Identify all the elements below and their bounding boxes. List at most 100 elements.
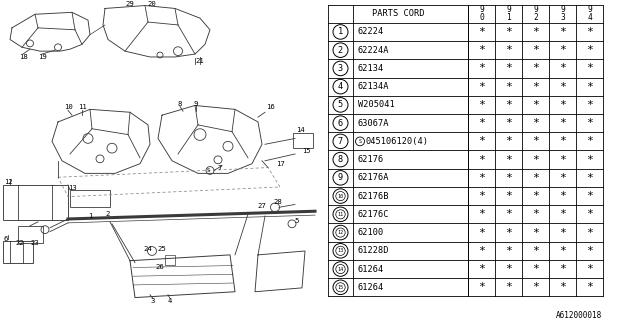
Text: *: * <box>505 282 512 292</box>
Text: 9: 9 <box>338 173 343 182</box>
Text: *: * <box>559 282 566 292</box>
Text: *: * <box>559 228 566 237</box>
Text: 14: 14 <box>296 127 305 133</box>
Text: *: * <box>478 82 485 92</box>
Text: *: * <box>559 100 566 110</box>
Text: *: * <box>532 173 539 183</box>
Text: 4: 4 <box>338 82 343 91</box>
Text: *: * <box>505 82 512 92</box>
Text: 1: 1 <box>88 213 92 219</box>
Text: *: * <box>559 191 566 201</box>
Text: *: * <box>559 136 566 146</box>
Text: S: S <box>358 139 362 144</box>
Text: *: * <box>586 136 593 146</box>
Text: *: * <box>478 191 485 201</box>
Text: *: * <box>478 27 485 37</box>
Text: 12: 12 <box>337 230 344 235</box>
Text: *: * <box>505 191 512 201</box>
Text: 62176A: 62176A <box>358 173 390 182</box>
Text: *: * <box>559 82 566 92</box>
Text: *: * <box>505 246 512 256</box>
Text: A612000018: A612000018 <box>556 311 602 320</box>
Text: 62176B: 62176B <box>358 192 390 201</box>
Bar <box>3 185 68 220</box>
Text: 63067A: 63067A <box>358 119 390 128</box>
Text: 23: 23 <box>31 240 40 246</box>
Text: *: * <box>478 118 485 128</box>
Text: *: * <box>505 63 512 73</box>
Text: 12: 12 <box>4 179 12 185</box>
Text: *: * <box>586 100 593 110</box>
Text: *: * <box>559 118 566 128</box>
Text: 8: 8 <box>338 155 343 164</box>
Text: *: * <box>478 228 485 237</box>
Bar <box>165 255 175 265</box>
Bar <box>328 4 603 296</box>
Text: *: * <box>478 173 485 183</box>
Text: *: * <box>532 282 539 292</box>
Text: *: * <box>532 45 539 55</box>
Text: 29: 29 <box>125 1 134 7</box>
Text: *: * <box>586 246 593 256</box>
Text: 20: 20 <box>148 1 156 7</box>
Text: *: * <box>505 100 512 110</box>
Text: *: * <box>478 155 485 164</box>
Text: 9
2: 9 2 <box>533 5 538 22</box>
Text: *: * <box>532 246 539 256</box>
Text: 11: 11 <box>77 104 86 110</box>
Text: *: * <box>532 100 539 110</box>
Text: S: S <box>206 168 210 173</box>
Text: *: * <box>478 209 485 219</box>
Text: *: * <box>559 45 566 55</box>
Text: *: * <box>505 173 512 183</box>
Text: 9
1: 9 1 <box>506 5 511 22</box>
Bar <box>18 226 43 243</box>
Text: 16: 16 <box>266 104 275 110</box>
Text: 24: 24 <box>143 246 152 252</box>
Text: *: * <box>478 136 485 146</box>
Text: 27: 27 <box>258 204 266 209</box>
Text: 6: 6 <box>338 119 343 128</box>
Text: 18: 18 <box>19 54 28 60</box>
Text: 9
3: 9 3 <box>560 5 565 22</box>
Text: 9
0: 9 0 <box>479 5 484 22</box>
Text: 62100: 62100 <box>358 228 384 237</box>
Text: *: * <box>505 118 512 128</box>
Text: *: * <box>586 155 593 164</box>
Text: *: * <box>505 209 512 219</box>
Text: 9
4: 9 4 <box>587 5 592 22</box>
Text: *: * <box>586 63 593 73</box>
Text: *: * <box>559 155 566 164</box>
Text: 9: 9 <box>194 100 198 107</box>
Text: *: * <box>532 63 539 73</box>
Text: 3: 3 <box>151 299 155 304</box>
Text: 17: 17 <box>276 161 284 167</box>
Text: *: * <box>505 27 512 37</box>
Text: *: * <box>559 27 566 37</box>
Text: 28: 28 <box>274 199 282 205</box>
Text: *: * <box>586 264 593 274</box>
Text: *: * <box>532 209 539 219</box>
Text: 5: 5 <box>338 100 343 109</box>
Text: 62176C: 62176C <box>358 210 390 219</box>
Text: *: * <box>586 45 593 55</box>
Text: 26: 26 <box>156 265 164 270</box>
Text: 4: 4 <box>168 299 172 304</box>
Text: 25: 25 <box>157 246 166 252</box>
Text: *: * <box>586 27 593 37</box>
Text: *: * <box>532 264 539 274</box>
Text: 13: 13 <box>68 185 76 191</box>
Text: *: * <box>505 264 512 274</box>
Text: PARTS CORD: PARTS CORD <box>372 9 424 18</box>
Text: *: * <box>532 82 539 92</box>
Text: *: * <box>478 45 485 55</box>
Text: 045106120(4): 045106120(4) <box>366 137 429 146</box>
Text: 21: 21 <box>196 58 204 64</box>
Text: 14: 14 <box>337 267 344 272</box>
Text: *: * <box>505 136 512 146</box>
Text: *: * <box>586 118 593 128</box>
Text: 2: 2 <box>106 211 110 217</box>
Text: *: * <box>532 27 539 37</box>
Text: 7: 7 <box>218 164 222 171</box>
Text: 13: 13 <box>337 248 344 253</box>
